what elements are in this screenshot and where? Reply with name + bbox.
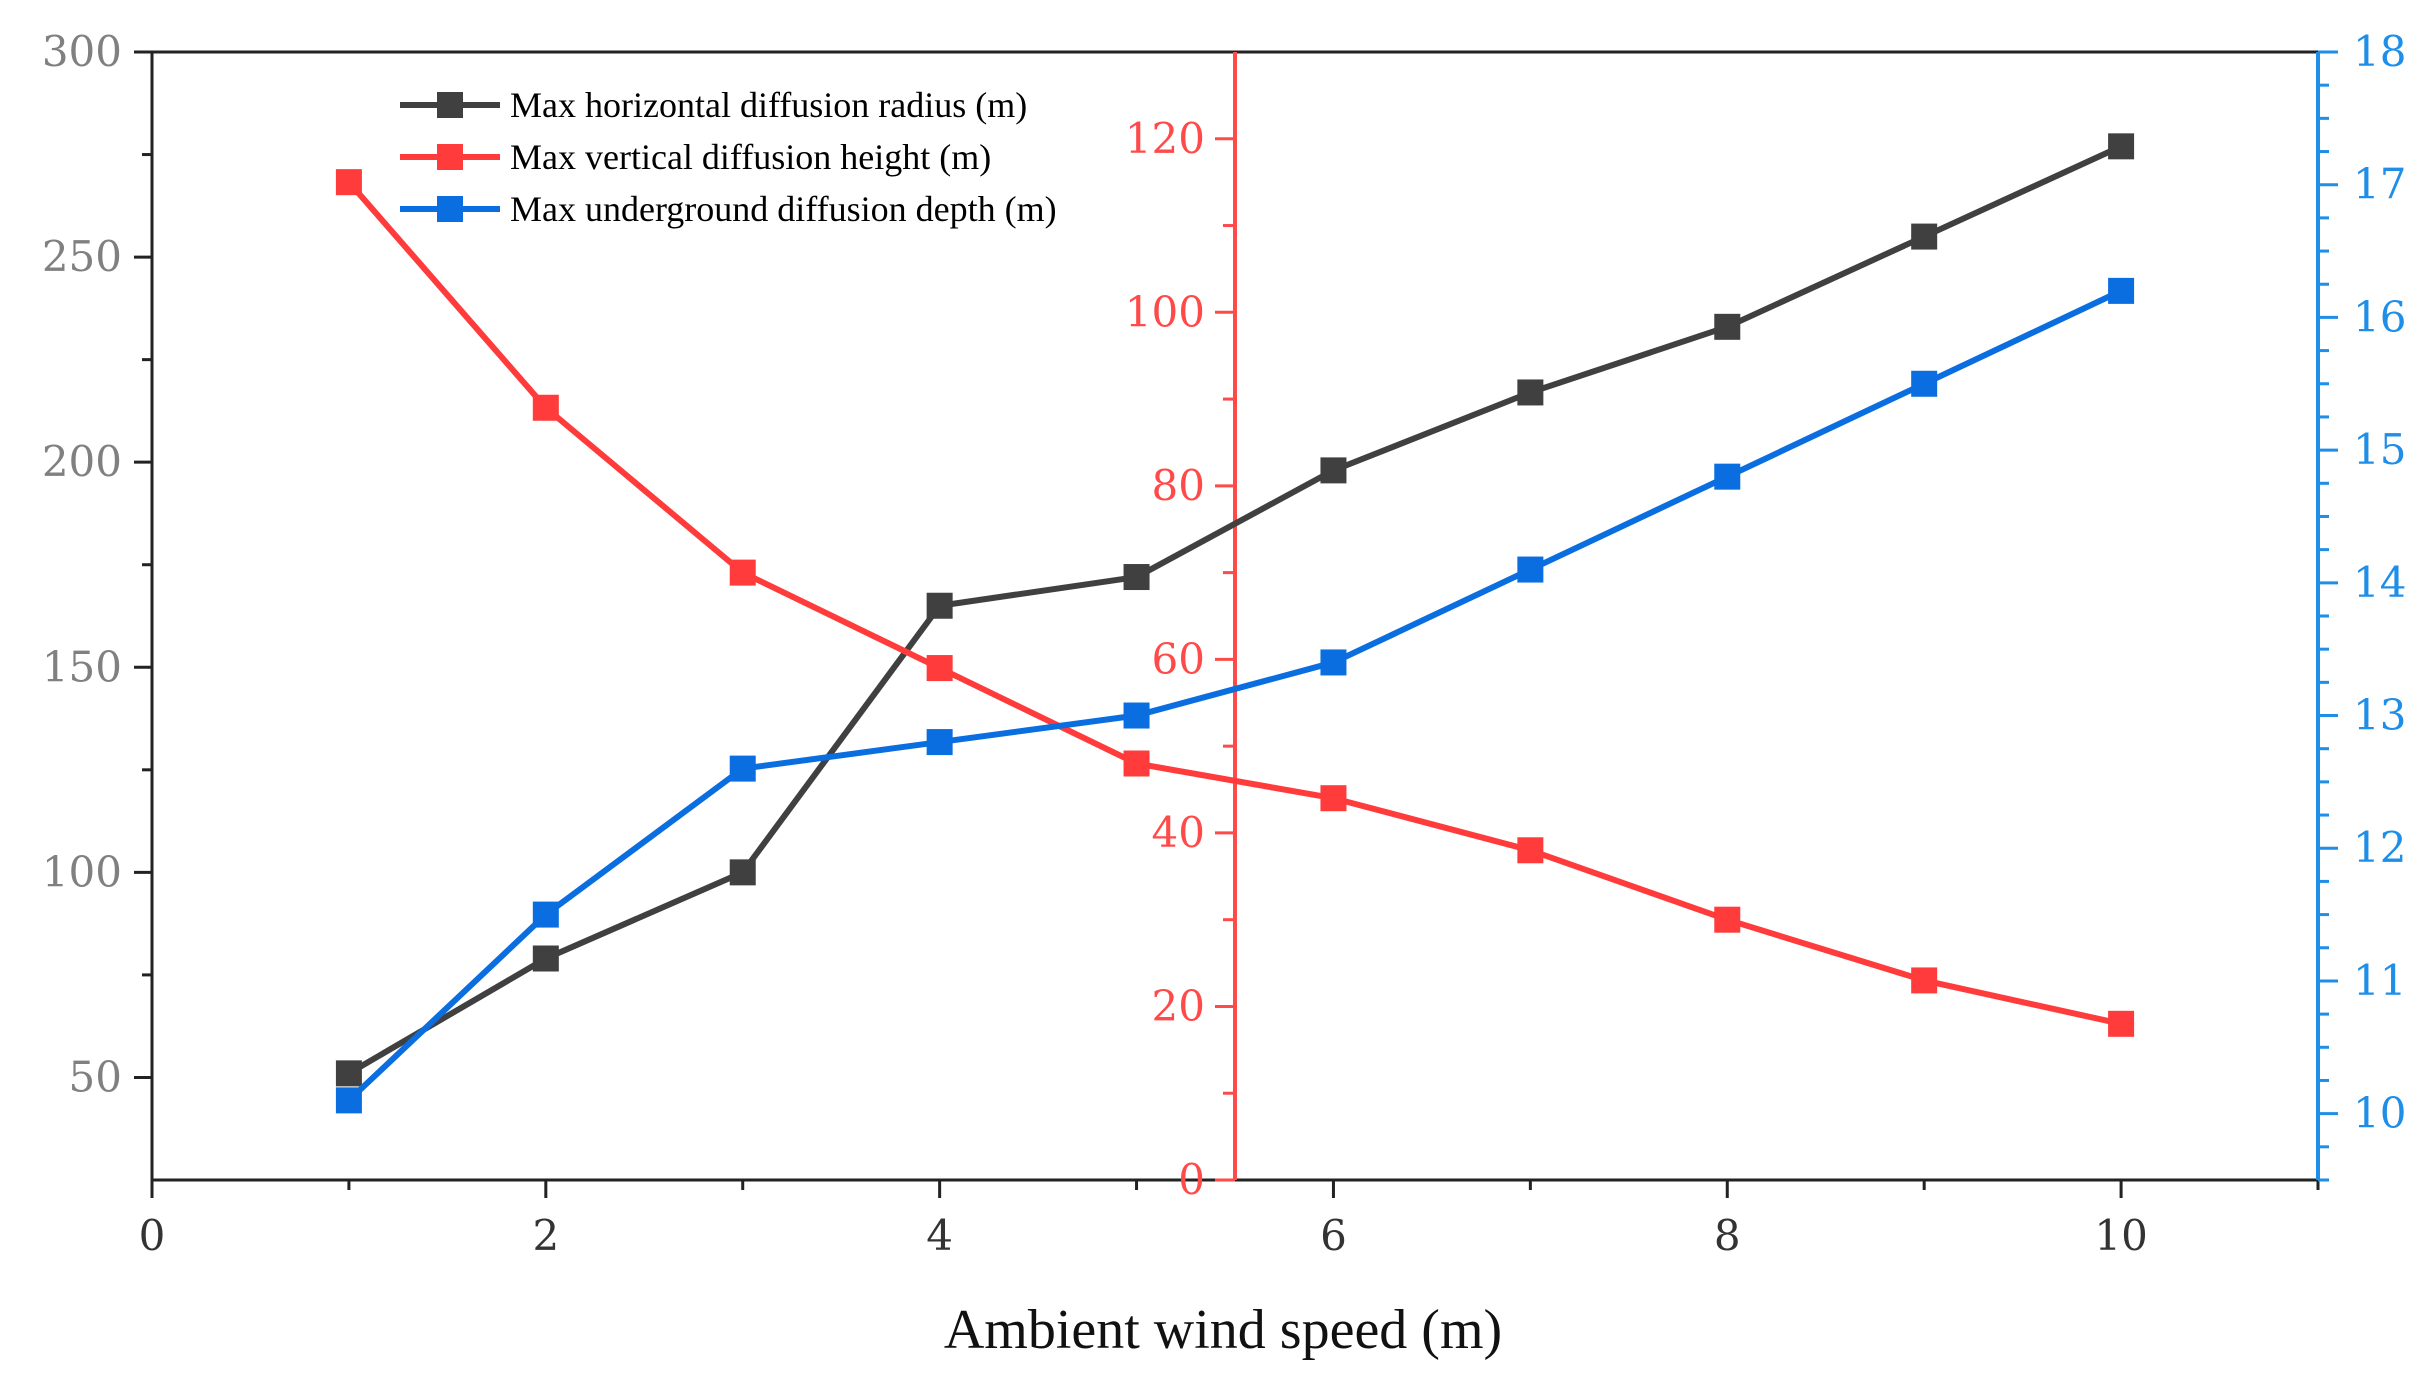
x-tick-label: 10	[2094, 1211, 2147, 1260]
series-1	[335, 133, 2135, 1087]
data-point	[729, 559, 756, 586]
series-3	[335, 277, 2135, 1114]
data-point	[1320, 649, 1347, 676]
middle-y-tick-label: 0	[1178, 1155, 1205, 1204]
legend-label: Max vertical diffusion height (m)	[510, 137, 991, 177]
data-point	[2108, 1010, 2135, 1037]
middle-y-tick-label: 80	[1152, 461, 1205, 510]
left-y-tick-label: 100	[42, 847, 122, 896]
data-point	[335, 169, 362, 196]
left-y-tick-label: 200	[42, 437, 122, 486]
right-y-tick-label: 17	[2353, 160, 2406, 209]
left-y-tick-label: 250	[42, 232, 122, 281]
data-point	[532, 901, 559, 928]
data-point	[926, 729, 953, 756]
series-line	[347, 143, 2123, 1076]
data-point	[729, 859, 756, 886]
legend-item: Max vertical diffusion height (m)	[400, 137, 991, 177]
right-y-tick-label: 12	[2353, 823, 2406, 872]
legend-marker	[437, 144, 463, 170]
middle-y-tick-label: 40	[1152, 808, 1205, 857]
left-y-tick-label: 50	[69, 1052, 122, 1101]
right-y-tick-label: 14	[2353, 558, 2406, 607]
data-point	[1911, 370, 1938, 397]
data-point	[926, 655, 953, 682]
legend-label: Max horizontal diffusion radius (m)	[510, 85, 1027, 125]
data-point	[1123, 564, 1150, 591]
data-point	[1517, 379, 1544, 406]
left-y-tick-label: 150	[42, 642, 122, 691]
x-tick-label: 6	[1320, 1211, 1347, 1260]
data-point	[1714, 906, 1741, 933]
data-point	[1123, 750, 1150, 777]
x-axis-label: Ambient wind speed (m)	[944, 1299, 1502, 1361]
data-point	[2108, 133, 2135, 160]
data-point	[1517, 837, 1544, 864]
right-y-tick-label: 13	[2353, 691, 2406, 740]
middle-y-tick-label: 100	[1125, 287, 1205, 336]
data-point	[1320, 457, 1347, 484]
middle-y-tick-label: 20	[1152, 981, 1205, 1030]
series-line	[346, 288, 2123, 1103]
x-tick-label: 0	[139, 1211, 166, 1260]
legend-item: Max underground diffusion depth (m)	[400, 189, 1057, 229]
x-tick-label: 8	[1714, 1211, 1741, 1260]
right-y-tick-label: 15	[2353, 425, 2406, 474]
data-point	[1714, 313, 1741, 340]
right-y-tick-label: 11	[2353, 956, 2406, 1005]
legend-marker	[437, 196, 463, 222]
series-2	[335, 169, 2135, 1037]
axes: 0 2 4 6 8 10 50 100 150 200 250 300 0 20 40 60 80 100 120 1…	[42, 27, 2407, 1260]
right-y-tick-label: 10	[2353, 1089, 2406, 1138]
data-point	[335, 1060, 362, 1087]
data-point	[1517, 556, 1544, 583]
legend-item: Max horizontal diffusion radius (m)	[400, 85, 1027, 125]
series-line	[346, 180, 2122, 1027]
data-point	[1714, 463, 1741, 490]
data-point	[729, 755, 756, 782]
data-point	[1911, 223, 1938, 250]
right-y-tick-label: 18	[2353, 27, 2406, 76]
data-point	[335, 1087, 362, 1114]
data-point	[926, 592, 953, 619]
left-y-tick-label: 300	[42, 27, 122, 76]
series-layer	[335, 133, 2135, 1114]
legend-label: Max underground diffusion depth (m)	[510, 189, 1057, 229]
data-point	[1320, 785, 1347, 812]
x-tick-label: 2	[532, 1211, 559, 1260]
legend-marker	[437, 92, 463, 118]
data-point	[532, 945, 559, 972]
legend: Max horizontal diffusion radius (m) Max v…	[400, 85, 1057, 229]
right-y-tick-label: 16	[2353, 292, 2406, 341]
x-tick-label: 4	[926, 1211, 953, 1260]
middle-y-tick-label: 60	[1152, 634, 1205, 683]
data-point	[1123, 702, 1150, 729]
data-point	[2108, 277, 2135, 304]
middle-y-tick-label: 120	[1125, 114, 1205, 163]
data-point	[1911, 967, 1938, 994]
data-point	[532, 394, 559, 421]
